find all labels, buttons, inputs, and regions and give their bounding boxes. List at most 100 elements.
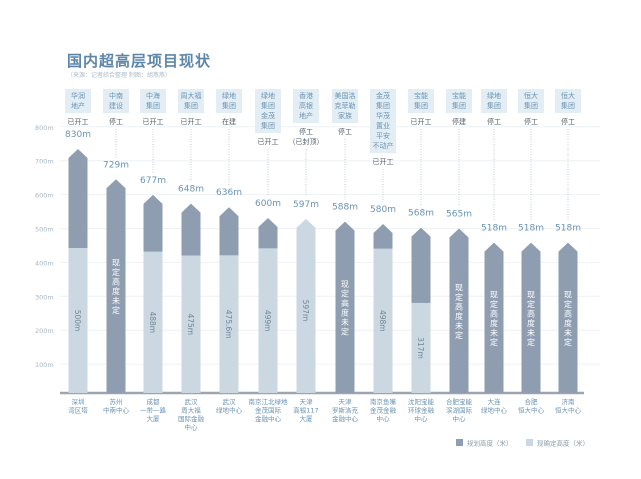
legend-label-planned: 规划高度（米） bbox=[467, 439, 513, 448]
planned-height-label: 588m bbox=[332, 203, 358, 213]
y-tick-label: 400m bbox=[35, 259, 54, 267]
planned-height-label: 677m bbox=[140, 176, 166, 186]
confirmed-height-char: 定 bbox=[341, 326, 349, 336]
company-label: 恒大集团 bbox=[524, 91, 538, 110]
confirmed-height-char: 定 bbox=[527, 337, 535, 347]
confirmed-height-char: 现 bbox=[564, 290, 572, 299]
status-label-line: 已开工 bbox=[143, 118, 164, 126]
confirmed-height-char: 度 bbox=[527, 318, 535, 328]
company-box bbox=[370, 89, 396, 153]
project-name-label: 南京江北绿地金茂国际金融中心 bbox=[249, 397, 289, 423]
confirmed-height-char: 高 bbox=[564, 308, 572, 318]
company-label: 中海集团 bbox=[146, 91, 160, 110]
planned-height-label: 830m bbox=[65, 130, 91, 140]
status-label-line: 已开工 bbox=[181, 118, 202, 126]
confirmed-height-char: 现 bbox=[527, 290, 535, 299]
confirmed-height-char: 定 bbox=[564, 299, 572, 309]
confirmed-height-char: 现 bbox=[490, 290, 498, 299]
confirmed-height-char: 未 bbox=[527, 327, 535, 337]
company-label-line: 集团 bbox=[184, 101, 198, 110]
bar-confirmed bbox=[296, 227, 316, 393]
planned-height-label: 600m bbox=[255, 199, 281, 209]
project-name-label-line: 苏州 bbox=[110, 397, 123, 406]
status-label-line: 已开工 bbox=[373, 158, 394, 166]
confirmed-height-char: 度 bbox=[490, 318, 498, 328]
confirmed-height-char: 现 bbox=[341, 280, 349, 289]
company-label-line: 集团 bbox=[414, 101, 428, 110]
y-tick-label: 200m bbox=[35, 327, 54, 335]
bar-planned bbox=[106, 179, 126, 393]
confirmed-height-char: 现 bbox=[112, 259, 120, 268]
project-name-label-line: 大厦 bbox=[300, 414, 314, 423]
confirmed-height-label: 488m bbox=[148, 311, 157, 333]
status-label: 在建 bbox=[222, 117, 236, 126]
company-label-line: 地产 bbox=[299, 111, 313, 120]
company-label: 宝能集团 bbox=[414, 91, 428, 110]
bar-confirmed bbox=[411, 302, 431, 393]
status-label-line: 停工 bbox=[299, 127, 313, 136]
company-label-line: 置业 bbox=[376, 121, 390, 130]
status-label: 停工 bbox=[561, 117, 575, 126]
company-box bbox=[255, 89, 281, 133]
status-label: 停工 bbox=[487, 117, 501, 126]
project-name-label: 合肥恒大中心 bbox=[518, 397, 545, 415]
project-name-label-line: 武汉 bbox=[185, 397, 199, 406]
company-label-line: 地产 bbox=[71, 101, 85, 110]
confirmed-height-label: 现定高度未定 bbox=[564, 290, 572, 347]
bar-confirmed bbox=[258, 248, 278, 393]
company-label: 周大福集团 bbox=[181, 91, 202, 110]
project-name-label-line: 金茂国际 bbox=[255, 406, 282, 415]
project-name-label: 武汉周大福国际金融中心 bbox=[178, 397, 205, 432]
status-label-line: 停工 bbox=[561, 117, 575, 126]
confirmed-height-char: 高 bbox=[527, 308, 535, 318]
confirmed-height-char: 高 bbox=[490, 308, 498, 318]
confirmed-height-char: 定 bbox=[527, 299, 535, 309]
project-name-label-line: 周大福 bbox=[181, 406, 201, 415]
project-name-label-line: 武汉 bbox=[223, 397, 237, 406]
project-name-label-line: 济南 bbox=[562, 397, 576, 406]
confirmed-height-char: 定 bbox=[341, 288, 349, 298]
confirmed-height-char: 度 bbox=[455, 311, 463, 321]
confirmed-height-label: 499m bbox=[263, 310, 272, 332]
company-label: 金茂集团华茂置业平安不动产 bbox=[373, 91, 394, 150]
planned-height-label: 565m bbox=[446, 210, 472, 220]
confirmed-height-char: 定 bbox=[490, 337, 498, 347]
confirmed-height-char: 现 bbox=[455, 283, 463, 292]
confirmed-height-char: 定 bbox=[490, 299, 498, 309]
chart-title: 国内超高层项目现状 bbox=[67, 52, 212, 70]
status-label: 停工 bbox=[338, 127, 352, 136]
company-box bbox=[408, 89, 434, 113]
project-name-label-line: 金融中心 bbox=[332, 414, 359, 423]
project-name-label: 天津高银117 大厦 bbox=[293, 398, 318, 423]
company-label-line: 建设 bbox=[109, 101, 123, 110]
project-name-label-line: 中心 bbox=[377, 414, 391, 423]
company-label: 香港高银地产 bbox=[299, 91, 313, 120]
confirmed-height-label: 现定高度未定 bbox=[490, 290, 498, 347]
status-label-line: 停建 bbox=[452, 117, 466, 126]
project-name-label: 天津罗斯洛克金融中心 bbox=[332, 398, 359, 423]
legend-swatch-planned bbox=[456, 439, 463, 446]
planned-height-label: 636m bbox=[216, 188, 242, 198]
status-label: 停工 bbox=[524, 117, 538, 126]
company-label-line: 周大福 bbox=[181, 91, 202, 100]
company-label-line: 恒大 bbox=[561, 91, 575, 100]
company-label-line: 集团 bbox=[146, 101, 160, 110]
project-name-label: 济南恒大中心 bbox=[555, 397, 582, 415]
project-name-label: 大连绿地中心 bbox=[481, 397, 508, 415]
confirmed-height-label: 现定高度未定 bbox=[455, 283, 463, 340]
confirmed-height-char: 高 bbox=[112, 277, 120, 287]
company-label: 绿地集团 bbox=[222, 91, 236, 110]
company-label: 华润地产 bbox=[71, 91, 85, 110]
company-box bbox=[481, 89, 507, 113]
planned-height-label: 729m bbox=[103, 160, 129, 170]
project-name-label-line: 深圳 bbox=[72, 397, 85, 406]
project-name-label-line: 沈阳宝能 bbox=[408, 397, 435, 406]
company-label-line: 集团 bbox=[561, 101, 575, 110]
confirmed-height-char: 未 bbox=[455, 320, 463, 330]
